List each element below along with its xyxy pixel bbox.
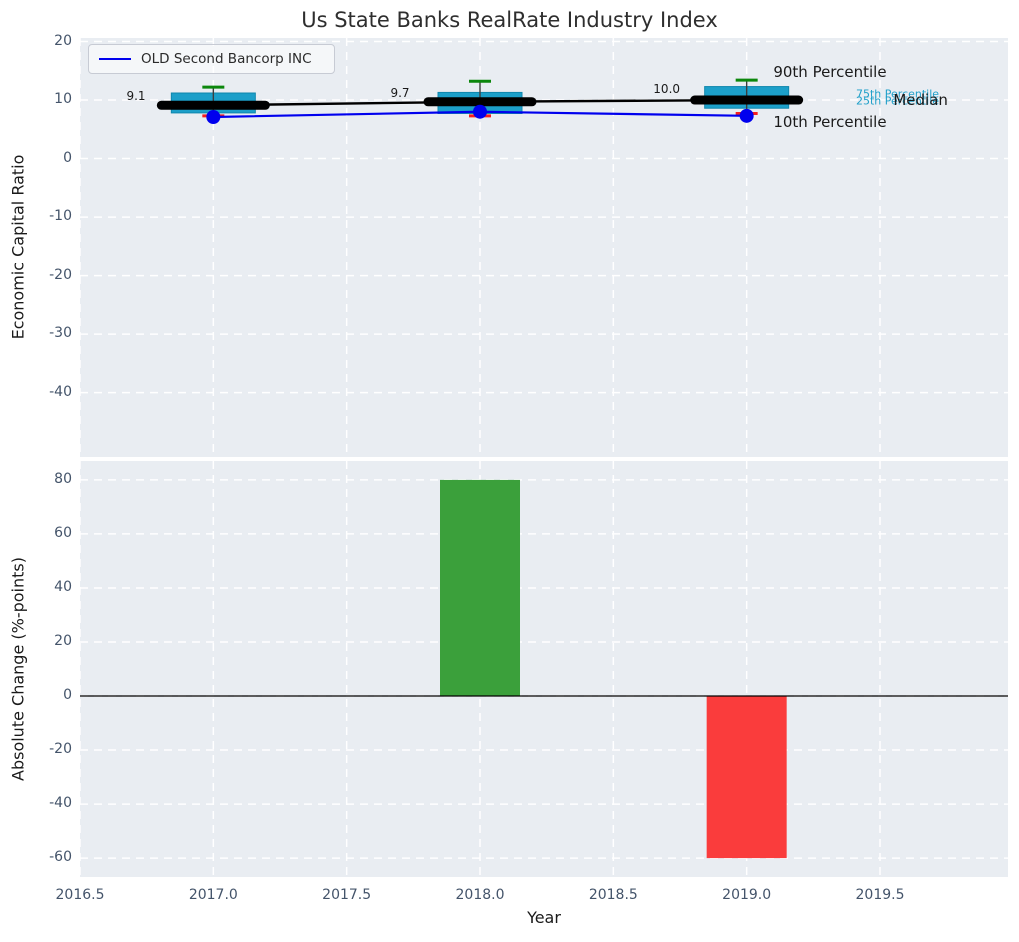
- x-tick-label: 2018.0: [455, 887, 505, 903]
- top-y-axis-label: Economic Capital Ratio: [8, 154, 28, 340]
- percentile-label: 25th Percentile: [856, 94, 940, 108]
- bottom-y-tick-label: 20: [54, 632, 72, 649]
- bottom-axes-background: [80, 461, 1008, 877]
- x-tick-label: 2019.0: [722, 887, 772, 903]
- top-y-tick-label: -20: [49, 266, 72, 283]
- x-tick-label: 2019.5: [855, 887, 905, 903]
- top-y-tick-label: 10: [54, 91, 72, 108]
- top-y-tick-label: -40: [49, 383, 72, 400]
- company-dot-2018: [473, 104, 487, 119]
- median-value-annotation: 9.7: [390, 86, 410, 100]
- top-y-tick-label: 0: [63, 149, 72, 166]
- bottom-y-tick-label: 80: [54, 470, 72, 487]
- x-tick-label: 2018.5: [588, 887, 638, 903]
- company-dot-2019: [739, 108, 754, 123]
- median-value-annotation: 9.1: [126, 88, 146, 103]
- x-tick-label: 2017.5: [322, 887, 372, 903]
- percentile-label: 10th Percentile: [773, 112, 887, 131]
- bottom-y-tick-label: -40: [49, 795, 72, 812]
- chart-title: Us State Banks RealRate Industry Index: [301, 8, 718, 32]
- change-bar-2018: [440, 479, 520, 697]
- bottom-y-tick-label: -60: [49, 849, 72, 866]
- median-value-annotation: 10.0: [653, 81, 681, 96]
- legend-label: OLD Second Bancorp INC: [141, 51, 312, 67]
- percentile-label: 75th Percentile: [856, 87, 940, 101]
- bottom-y-tick-label: 60: [54, 524, 72, 541]
- bottom-y-tick-label: 0: [63, 687, 72, 703]
- company-dot-2017: [206, 110, 221, 125]
- legend: OLD Second Bancorp INC: [88, 44, 335, 74]
- percentile-label: Median: [893, 91, 948, 110]
- percentile-label: 90th Percentile: [773, 62, 887, 81]
- legend-line-sample: [99, 58, 131, 60]
- change-bar-2019: [706, 696, 787, 859]
- top-y-tick-label: 20: [54, 32, 72, 49]
- bottom-y-tick-label: -20: [49, 741, 72, 758]
- x-tick-label: 2017.0: [188, 887, 238, 903]
- x-tick-label: 2016.5: [55, 887, 105, 903]
- x-axis-label: Year: [527, 908, 561, 927]
- top-y-tick-label: -30: [49, 325, 72, 342]
- top-y-tick-label: -10: [49, 208, 72, 225]
- bottom-y-tick-label: 40: [54, 578, 72, 595]
